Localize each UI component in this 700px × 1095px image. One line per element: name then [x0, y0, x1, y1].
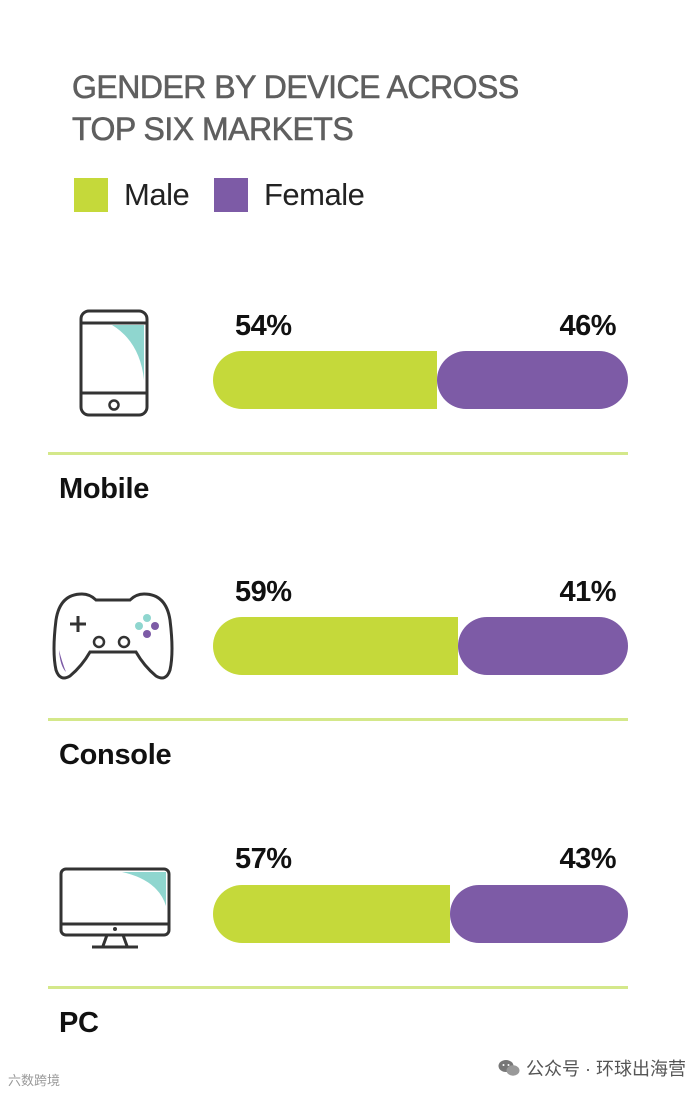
data-label-pc-female: 43%: [559, 843, 616, 875]
wechat-icon: [498, 1060, 520, 1076]
divider: [48, 718, 628, 721]
bar-mobile: [213, 351, 628, 409]
category-label-pc: PC: [59, 1007, 99, 1039]
divider: [48, 452, 628, 455]
bar-console: [213, 617, 628, 675]
data-label-pc-male: 57%: [235, 843, 292, 875]
legend-item-female: Female: [214, 177, 365, 213]
category-label-console: Console: [59, 739, 172, 771]
bar-segment-console-male: [213, 617, 458, 675]
watermark-right-text: 公众号 · 环球出海营: [526, 1059, 686, 1079]
watermark-right: 公众号 · 环球出海营: [498, 1055, 686, 1081]
watermark-left-text: 六数跨境: [8, 1073, 61, 1088]
data-label-mobile-male: 54%: [235, 310, 292, 342]
divider: [48, 986, 628, 989]
watermark-left: 六数跨境: [8, 1070, 60, 1089]
legend-swatch-male: [74, 178, 108, 212]
bar-segment-pc-male: [213, 885, 450, 943]
mobile-phone-icon: [79, 309, 149, 417]
bar-segment-console-female: [458, 617, 628, 675]
legend-swatch-female: [214, 178, 248, 212]
data-label-console-male: 59%: [235, 576, 292, 608]
monitor-icon: [59, 867, 171, 949]
legend-label-female: Female: [264, 177, 365, 212]
category-label-mobile: Mobile: [59, 473, 150, 505]
bar-pc: [213, 885, 628, 943]
legend-label-male: Male: [124, 177, 190, 212]
bar-segment-mobile-female: [437, 351, 628, 409]
bar-segment-mobile-male: [213, 351, 437, 409]
chart-title-line-1: GENDER BY DEVICE ACROSS: [72, 69, 520, 106]
chart-title: GENDER BY DEVICE ACROSS TOP SIX MARKETS: [72, 66, 632, 150]
chart-title-line-2: TOP SIX MARKETS: [72, 111, 354, 148]
data-label-console-female: 41%: [559, 576, 616, 608]
legend-item-male: Male: [74, 177, 190, 213]
gamepad-icon: [52, 592, 174, 680]
data-label-mobile-female: 46%: [559, 310, 616, 342]
bar-segment-pc-female: [450, 885, 628, 943]
